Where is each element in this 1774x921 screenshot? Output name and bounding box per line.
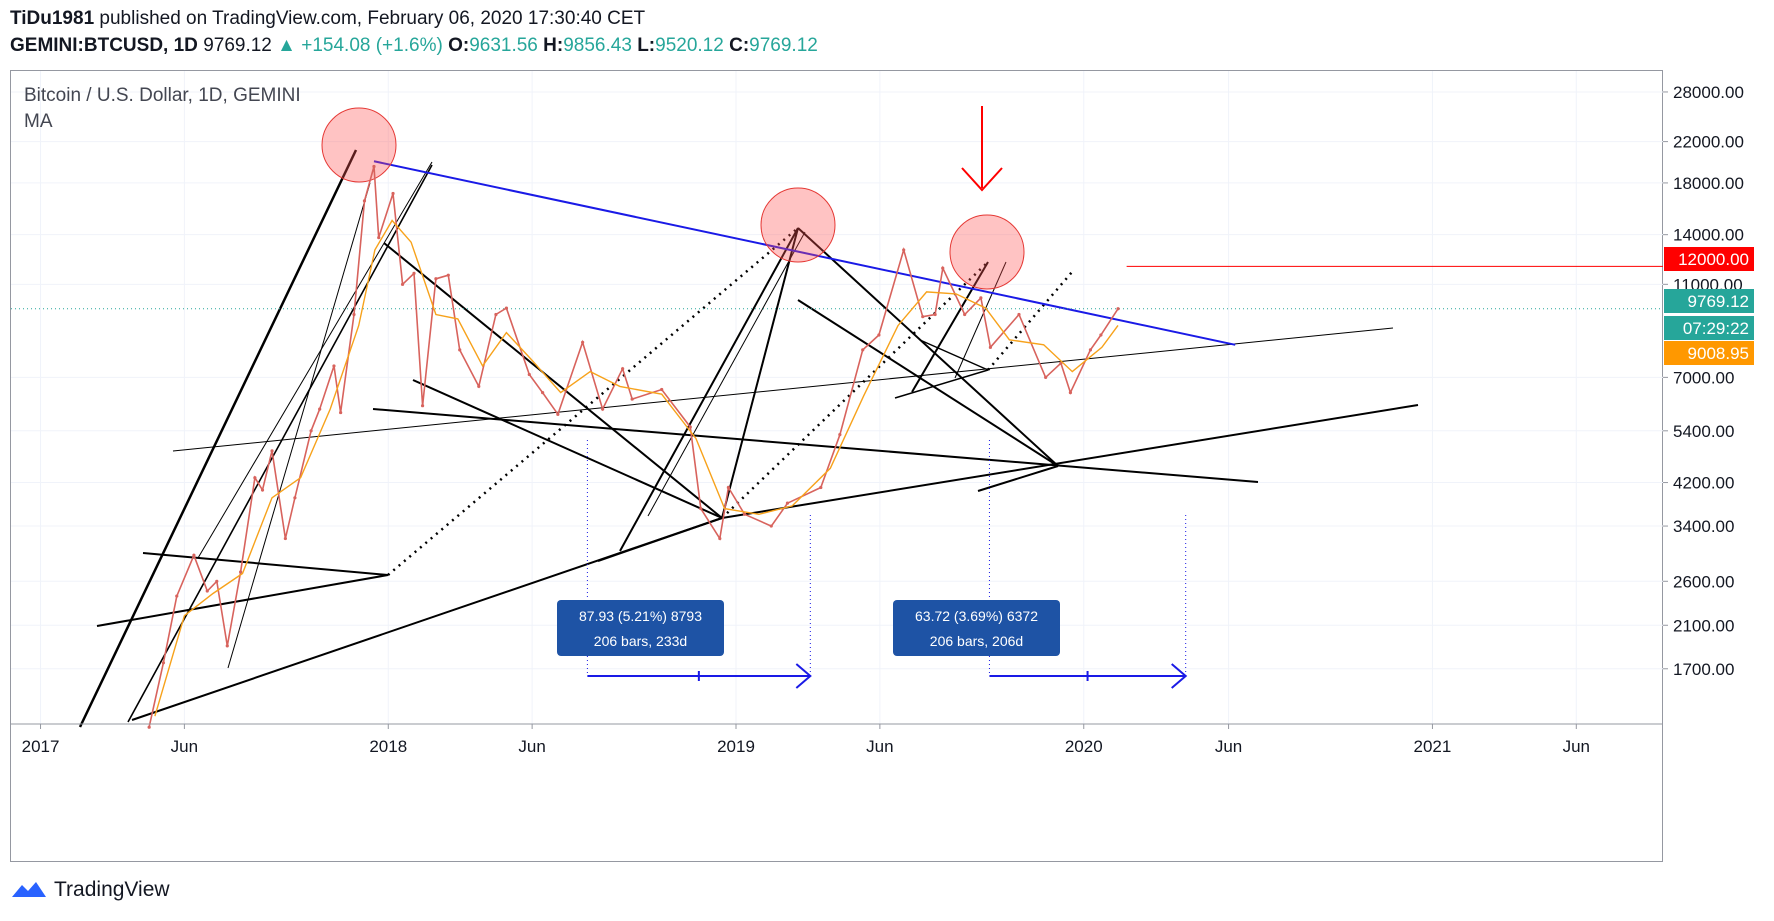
price-tag — [1664, 341, 1754, 365]
y-tick-label: 7000.00 — [1673, 368, 1734, 387]
y-tick-label: 2100.00 — [1673, 616, 1734, 635]
y-tick-label: 3400.00 — [1673, 517, 1734, 536]
chart-legend-title[interactable]: Bitcoin / U.S. Dollar, 1D, GEMINI — [24, 85, 301, 106]
price-tag-label: 9769.12 — [1688, 292, 1749, 311]
y-tick-label: 5400.00 — [1673, 422, 1734, 441]
y-tick-label: 18000.00 — [1673, 174, 1744, 193]
price-change: ▲ +154.08 (+1.6%) — [277, 35, 443, 56]
y-tick-label: 2600.00 — [1673, 572, 1734, 591]
y-tick-label: 11000.00 — [1673, 275, 1743, 294]
close-label: C: — [729, 35, 750, 56]
publish-info: TiDu1981 published on TradingView.com, F… — [10, 8, 645, 30]
chart-frame[interactable] — [10, 70, 1663, 862]
brand-name: TradingView — [54, 878, 170, 901]
y-tick-label: 28000.00 — [1673, 83, 1744, 102]
close-value: 9769.12 — [749, 35, 818, 56]
tradingview-brand[interactable]: TradingView — [10, 878, 170, 902]
last-price: 9769.12 — [203, 35, 272, 56]
low-label: L: — [637, 35, 656, 56]
price-tag-label: 07:29:22 — [1683, 319, 1749, 338]
y-tick-label: 4200.00 — [1673, 474, 1734, 493]
price-tag — [1664, 247, 1754, 271]
author-name[interactable]: TiDu1981 — [10, 8, 95, 29]
y-tick-label: 1700.00 — [1673, 660, 1734, 679]
tradingview-logo-icon — [12, 882, 46, 897]
price-tag — [1664, 316, 1754, 340]
symbol-ohlc-line: GEMINI:BTCUSD, 1D 9769.12 ▲ +154.08 (+1.… — [10, 35, 818, 57]
price-tag-label: 12000.00 — [1678, 250, 1749, 269]
open-value: 9631.56 — [469, 35, 538, 56]
indicator-legend[interactable]: MA — [24, 111, 53, 132]
symbol-label: GEMINI:BTCUSD, 1D — [10, 35, 198, 56]
y-tick-label: 14000.00 — [1673, 226, 1744, 245]
y-tick-label: 22000.00 — [1673, 133, 1744, 152]
low-value: 9520.12 — [655, 35, 724, 56]
open-label: O: — [448, 35, 470, 56]
high-value: 9856.43 — [563, 35, 632, 56]
publish-text: published on TradingView.com, February 0… — [94, 8, 646, 29]
price-tag — [1664, 289, 1754, 313]
price-tag-label: 9008.95 — [1688, 344, 1749, 363]
high-label: H: — [543, 35, 564, 56]
